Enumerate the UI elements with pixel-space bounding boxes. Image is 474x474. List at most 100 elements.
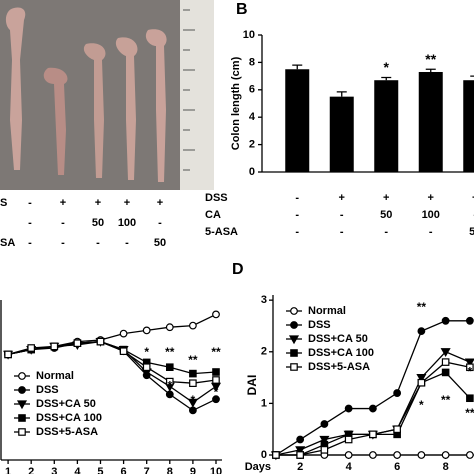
x-tick-label: 3 xyxy=(51,466,57,474)
significance-label: ** xyxy=(417,300,427,314)
significance-label: * xyxy=(419,398,424,412)
legend-marker xyxy=(290,349,298,357)
marker xyxy=(189,369,197,378)
legend-label: DSS xyxy=(36,384,59,396)
significance-label: ** xyxy=(188,353,198,367)
bar xyxy=(374,80,399,172)
treatment-value: + xyxy=(157,197,163,209)
marker xyxy=(417,378,426,387)
colon-photo xyxy=(0,0,214,190)
treatment-value: + xyxy=(124,197,130,209)
marker xyxy=(466,363,474,372)
y-tick-label: 2 xyxy=(261,346,267,358)
ruler xyxy=(180,0,214,190)
marker xyxy=(465,316,474,325)
significance-label: * xyxy=(144,345,149,359)
legend-marker xyxy=(18,386,26,394)
marker xyxy=(320,420,329,428)
legend-label: DSS+5-ASA xyxy=(36,426,98,438)
y-axis-label: DAI xyxy=(245,375,259,396)
marker xyxy=(319,435,330,445)
x-tick-label: 5 xyxy=(97,466,103,474)
marker xyxy=(393,425,401,433)
series-line xyxy=(7,340,217,384)
treatment-value: + xyxy=(60,197,66,209)
colon xyxy=(145,29,167,182)
marker xyxy=(165,323,174,332)
y-tick-label: 1 xyxy=(261,397,267,409)
colon xyxy=(5,7,26,170)
marker xyxy=(417,451,426,459)
treatment-name: 5-ASA xyxy=(205,226,238,238)
marker xyxy=(165,377,174,386)
legend-marker xyxy=(290,321,298,329)
legend-label: Normal xyxy=(308,305,346,317)
marker xyxy=(295,446,306,456)
legend-label: DSS+CA 100 xyxy=(308,347,374,359)
error-bar xyxy=(292,64,303,70)
significance-label: ** xyxy=(165,345,175,359)
x-tick-label: 9 xyxy=(190,466,196,474)
y-axis-label: Colon length (cm) xyxy=(230,56,242,150)
marker xyxy=(416,373,427,383)
treatment-value: - xyxy=(28,217,32,229)
marker xyxy=(189,379,197,388)
x-tick-label: 8 xyxy=(167,466,173,474)
treatment-name: S xyxy=(0,197,7,209)
marker xyxy=(393,451,402,459)
legend-marker xyxy=(290,363,298,371)
treatment-value: 50 xyxy=(92,217,104,229)
treatment-value: - xyxy=(28,197,32,209)
legend-marker xyxy=(18,372,26,380)
marker xyxy=(96,337,105,346)
marker xyxy=(73,339,82,348)
legend-label: DSS xyxy=(308,319,331,331)
marker xyxy=(320,446,329,454)
bar xyxy=(418,71,443,172)
error-bar xyxy=(381,76,392,81)
treatment-value: - xyxy=(158,217,162,229)
error-bar xyxy=(470,75,474,77)
marker xyxy=(344,435,353,444)
legend-marker xyxy=(18,428,26,436)
treatment-value: + xyxy=(428,192,434,204)
error-bar xyxy=(336,91,347,97)
x-tick-label: 6 xyxy=(394,461,400,473)
panel-label: B xyxy=(236,1,248,18)
marker xyxy=(50,342,59,351)
x-tick-label: 6 xyxy=(121,466,127,474)
series-line xyxy=(275,371,471,456)
treatment-value: 100 xyxy=(118,217,136,229)
legend-label: DSS+CA 50 xyxy=(308,333,368,345)
x-tick-label: 8 xyxy=(443,461,449,473)
ruler-ticks xyxy=(183,9,195,171)
marker xyxy=(27,344,35,352)
treatment-value: - xyxy=(295,226,299,238)
y-tick-label: 2 xyxy=(249,139,255,151)
y-tick-label: 0 xyxy=(249,166,255,178)
x-axis-label: Days xyxy=(245,461,271,473)
y-tick-label: 3 xyxy=(261,294,267,306)
bar xyxy=(463,80,474,172)
treatment-value: + xyxy=(383,192,389,204)
marker xyxy=(296,435,305,444)
legend-label: DSS+CA 50 xyxy=(36,398,96,410)
legend-label: DSS+5-ASA xyxy=(308,361,370,373)
colon xyxy=(83,43,106,178)
y-tick-label: 0 xyxy=(261,449,267,461)
treatment-value: 50 xyxy=(469,226,474,238)
marker xyxy=(188,406,197,415)
y-tick-label: 6 xyxy=(249,84,255,96)
significance-label: * xyxy=(468,365,473,379)
significance-label: ** xyxy=(211,345,221,359)
marker xyxy=(212,376,220,384)
treatment-value: 50 xyxy=(380,209,392,221)
error-bar xyxy=(425,68,436,72)
marker xyxy=(368,451,377,459)
marker xyxy=(440,348,451,357)
treatment-value: - xyxy=(61,237,65,249)
significance-label: ** xyxy=(425,51,436,67)
marker xyxy=(119,329,128,338)
x-tick-label: 2 xyxy=(297,461,303,473)
marker xyxy=(188,321,197,330)
